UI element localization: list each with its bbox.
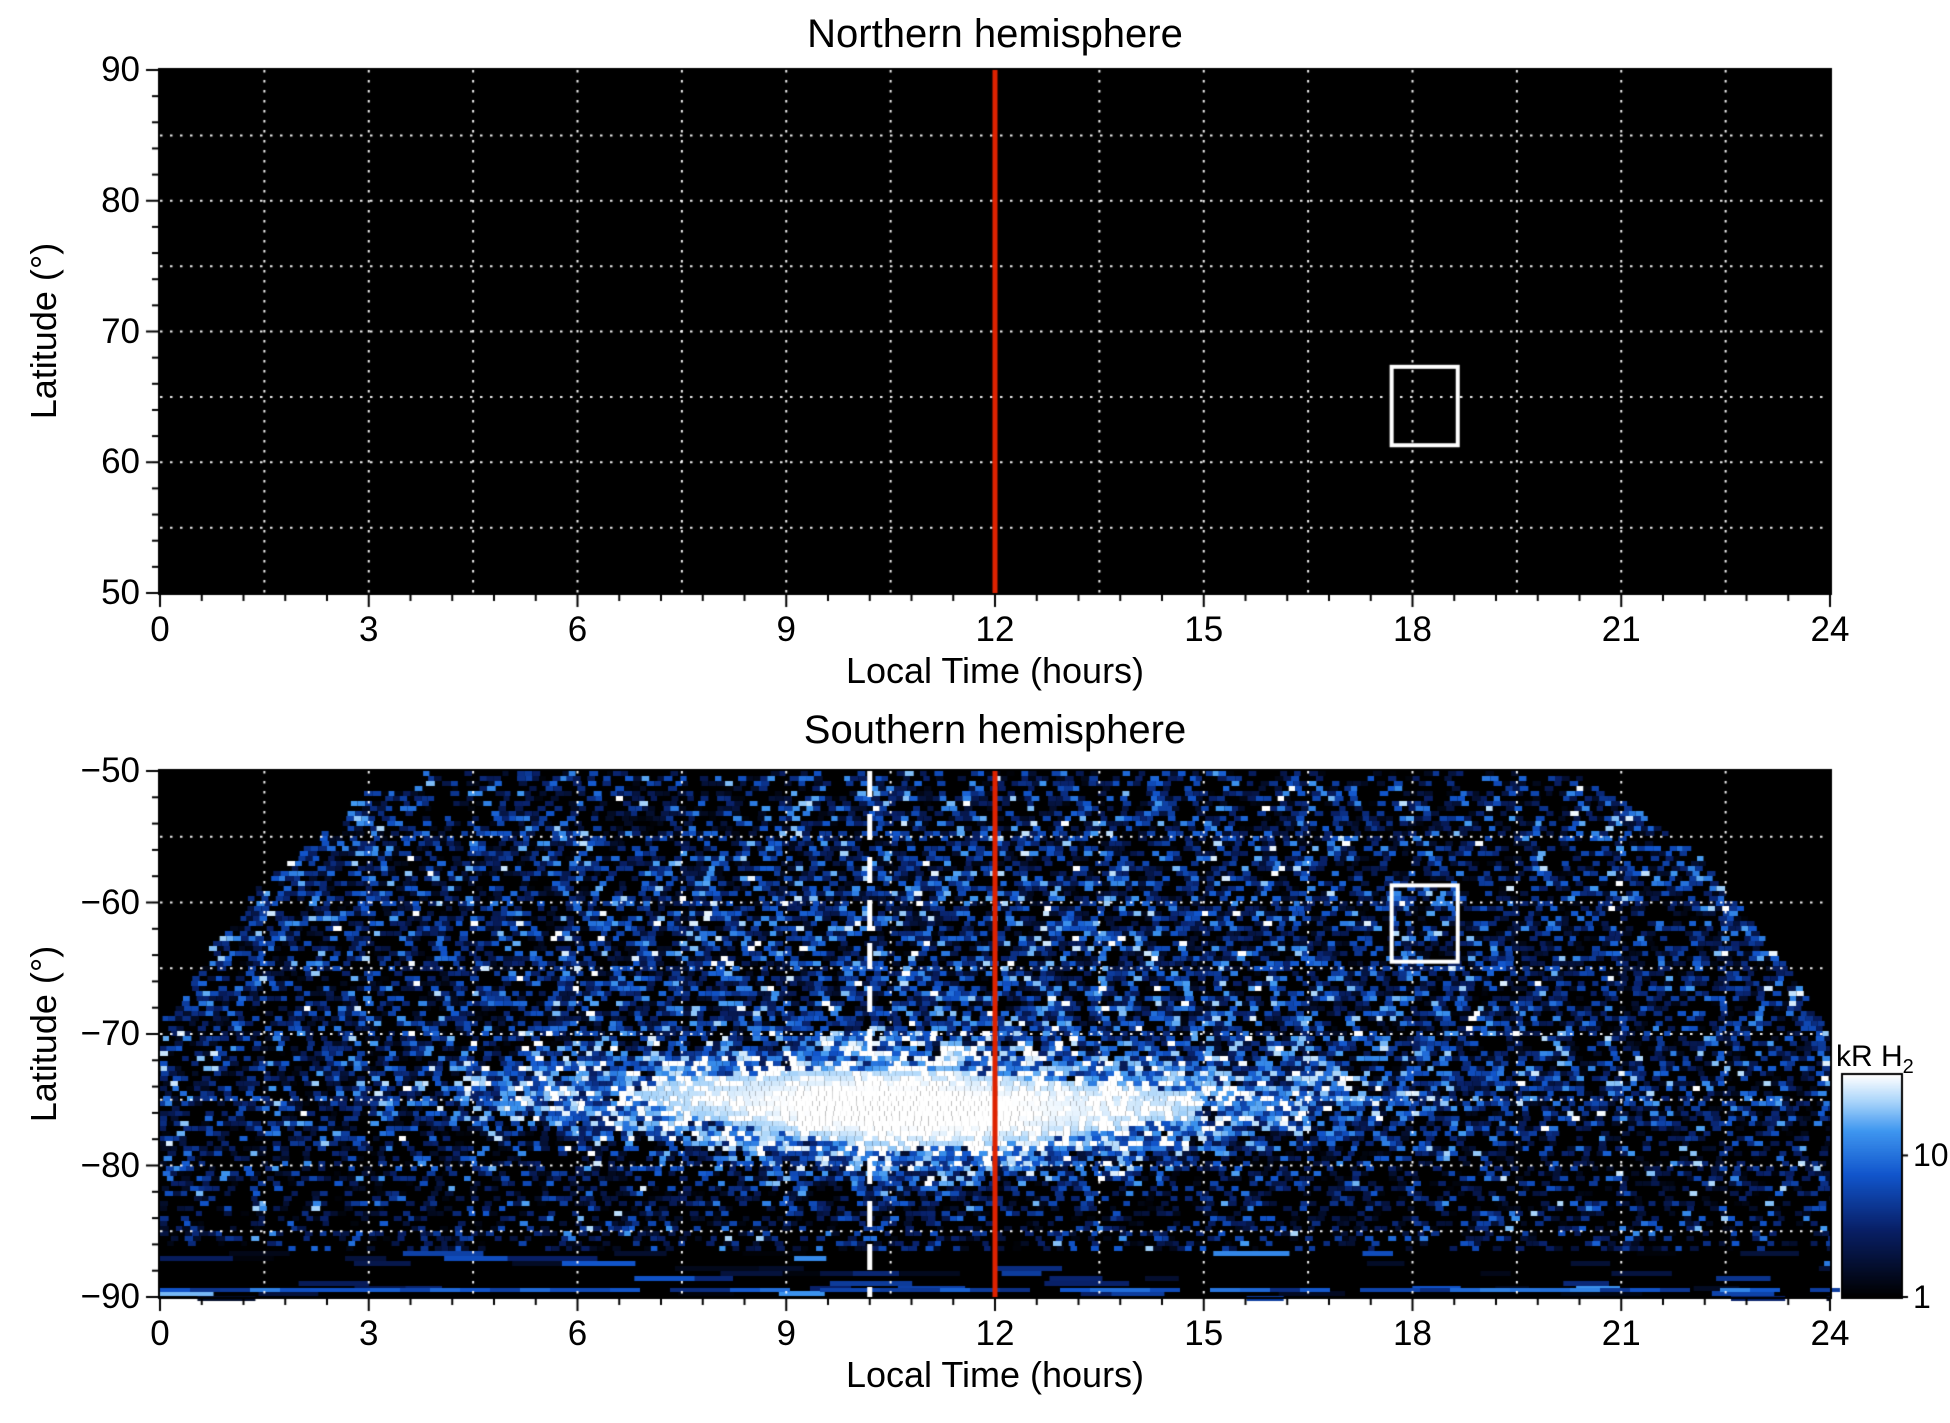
x-tick-label-south: 18	[1393, 1314, 1432, 1353]
north-x-axis-label: Local Time (hours)	[845, 650, 1145, 691]
y-tick-label-south: −80	[80, 1145, 140, 1185]
south-panel-title: Southern hemisphere	[803, 708, 1187, 752]
y-tick-label-south: −60	[80, 882, 140, 922]
x-tick-label-south: 21	[1601, 1314, 1641, 1353]
x-tick-label-north: 24	[1810, 610, 1850, 649]
colorbar-tick-label: 10	[1913, 1137, 1949, 1174]
y-tick-label-north: 90	[101, 50, 140, 89]
colorbar-tick-label: 1	[1913, 1279, 1931, 1315]
colorbar-label-subscript: 2	[1902, 1056, 1914, 1078]
x-tick-label-north: 18	[1393, 610, 1432, 649]
x-tick-label-south: 0	[150, 1314, 170, 1353]
x-tick-label-north: 0	[150, 610, 170, 649]
colorbar-label: kR H2	[1836, 1040, 1914, 1079]
colorbar-label-main: kR H	[1836, 1040, 1903, 1073]
x-tick-label-south: 12	[975, 1314, 1015, 1353]
x-tick-label-south: 24	[1810, 1314, 1850, 1353]
north-panel-title: Northern hemisphere	[807, 12, 1183, 56]
y-tick-label-north: 50	[101, 573, 140, 612]
x-tick-label-north: 21	[1601, 610, 1641, 649]
x-tick-label-north: 12	[975, 610, 1015, 649]
y-tick-label-north: 70	[101, 311, 140, 351]
y-tick-label-south: −70	[80, 1014, 140, 1053]
y-tick-label-south: −50	[80, 751, 140, 790]
x-tick-label-south: 6	[567, 1314, 588, 1353]
y-tick-label-north: 60	[101, 442, 140, 482]
south-x-axis-label: Local Time (hours)	[845, 1354, 1145, 1395]
x-tick-label-north: 9	[776, 610, 796, 649]
x-tick-label-north: 3	[359, 610, 379, 649]
y-tick-label-south: −90	[80, 1277, 140, 1316]
x-tick-label-north: 6	[567, 610, 588, 649]
x-tick-label-south: 15	[1184, 1314, 1224, 1353]
x-tick-label-south: 3	[359, 1314, 379, 1353]
x-tick-label-south: 9	[776, 1314, 796, 1353]
y-tick-label-north: 80	[101, 180, 140, 220]
x-tick-label-north: 15	[1184, 610, 1224, 649]
